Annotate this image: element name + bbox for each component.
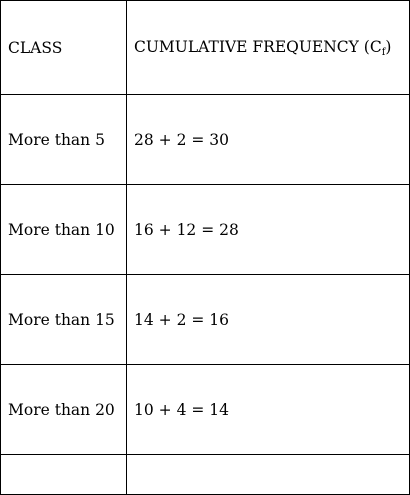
cf-cell: 16 + 12 = 28 bbox=[126, 184, 410, 275]
header-cf-close: ) bbox=[385, 37, 392, 56]
table-row: More than 10 16 + 12 = 28 bbox=[0, 184, 410, 275]
class-cell: More than 10 bbox=[0, 184, 127, 275]
class-cell: More than 20 bbox=[0, 364, 127, 455]
class-cell-empty bbox=[0, 454, 127, 495]
header-cumulative-frequency: CUMULATIVE FREQUENCY (Cf) bbox=[126, 0, 410, 95]
table-row: More than 5 28 + 2 = 30 bbox=[0, 94, 410, 185]
cf-cell: 10 + 4 = 14 bbox=[126, 364, 410, 455]
table-row-partial bbox=[0, 454, 410, 495]
table-row: More than 20 10 + 4 = 14 bbox=[0, 364, 410, 455]
table-header-row: CLASS CUMULATIVE FREQUENCY (Cf) bbox=[0, 0, 410, 95]
header-class: CLASS bbox=[0, 0, 127, 95]
class-cell: More than 15 bbox=[0, 274, 127, 365]
class-cell: More than 5 bbox=[0, 94, 127, 185]
table-row: More than 15 14 + 2 = 16 bbox=[0, 274, 410, 365]
cf-cell-empty bbox=[126, 454, 410, 495]
cf-cell: 28 + 2 = 30 bbox=[126, 94, 410, 185]
cf-cell: 14 + 2 = 16 bbox=[126, 274, 410, 365]
header-cf-text: CUMULATIVE FREQUENCY (C bbox=[134, 37, 382, 56]
header-cf-subscript: f bbox=[381, 46, 386, 58]
